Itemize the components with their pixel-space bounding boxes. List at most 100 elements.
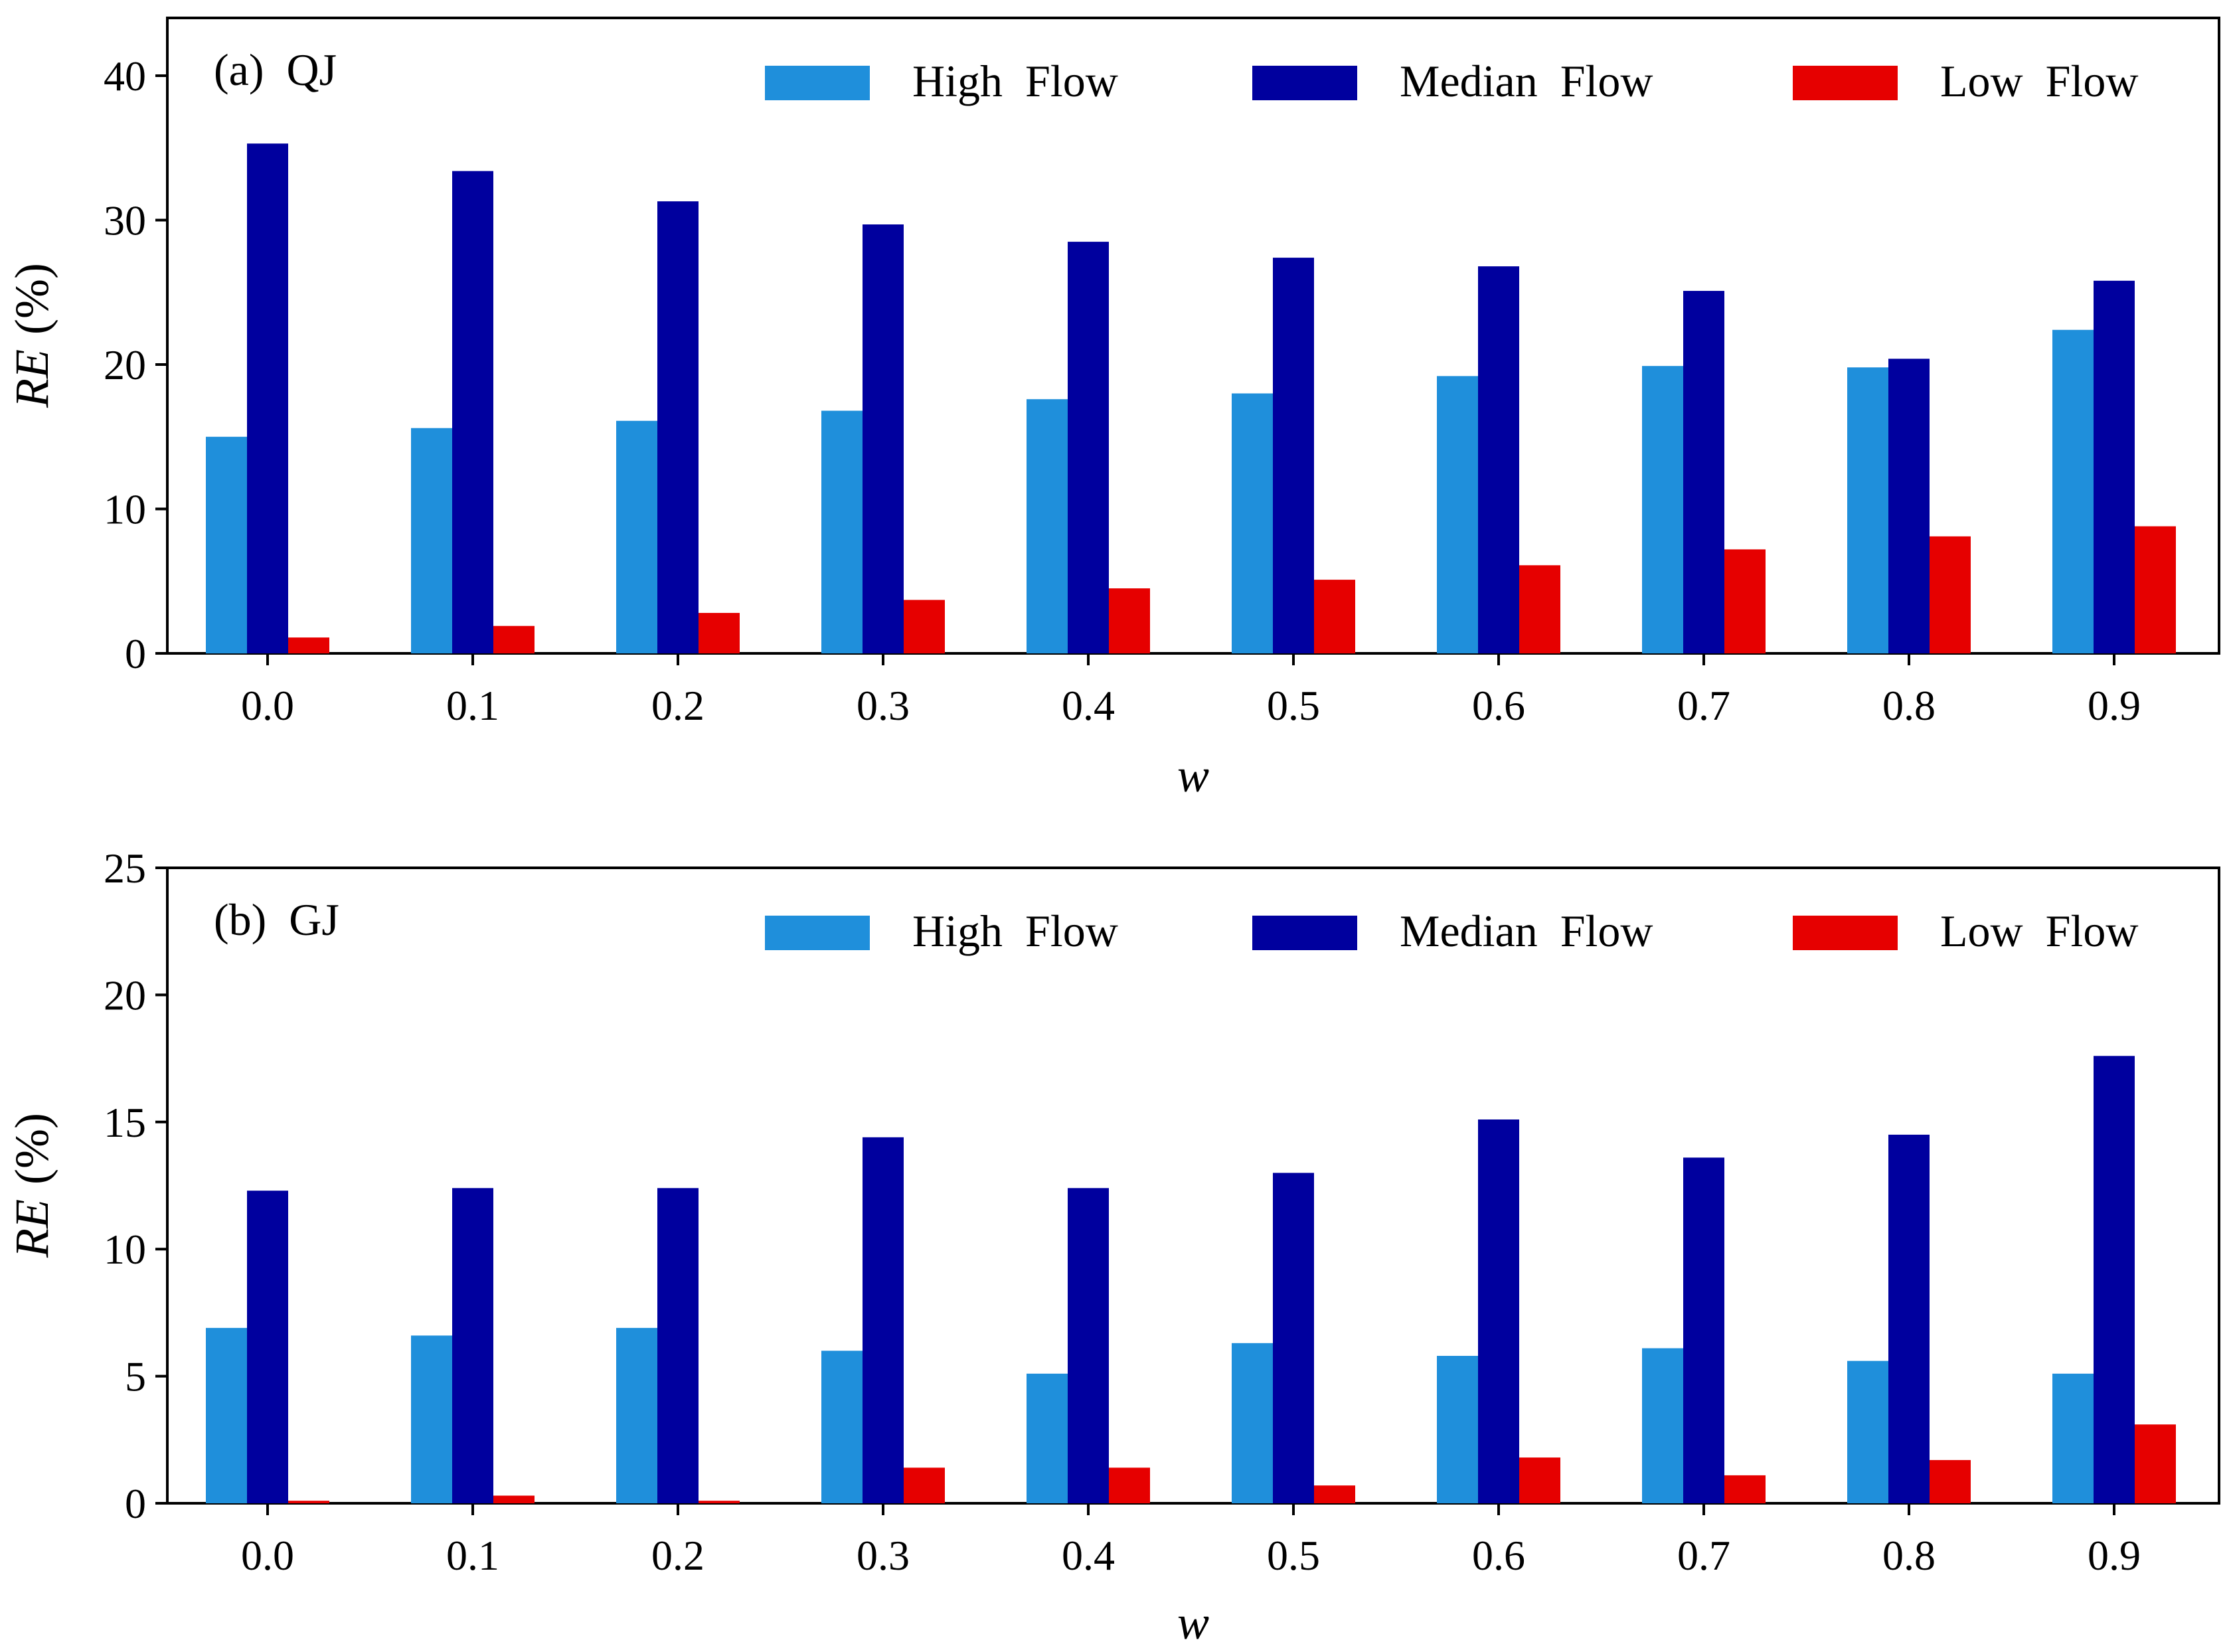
x-tick-label: 0.5 xyxy=(1267,682,1320,729)
y-tick-label: 20 xyxy=(104,341,146,388)
plot-frame xyxy=(166,867,2220,1505)
bar-low-flow-0.2 xyxy=(699,613,740,653)
x-tick-label: 0.4 xyxy=(1062,682,1115,729)
bar-median-flow-0.7 xyxy=(1683,1157,1724,1503)
legend-swatch-median-flow xyxy=(1252,916,1357,950)
legend-swatch-low-flow xyxy=(1793,66,1898,100)
plot-frame xyxy=(166,17,2220,655)
x-tick-label: 0.0 xyxy=(241,682,294,729)
bar-high-flow-0.1 xyxy=(411,428,452,653)
bar-low-flow-0.8 xyxy=(1930,536,1971,653)
y-tick-label: 15 xyxy=(104,1099,146,1146)
bar-median-flow-0.6 xyxy=(1478,266,1519,654)
x-tick-label: 0.6 xyxy=(1472,1532,1525,1579)
x-axis-label: w xyxy=(1177,1596,1209,1649)
panel-label: (b) GJ xyxy=(214,894,339,945)
bar-high-flow-0.9 xyxy=(2052,329,2094,653)
bar-low-flow-0.0 xyxy=(288,637,329,653)
legend-swatch-high-flow xyxy=(765,916,870,950)
bar-high-flow-0.4 xyxy=(1027,399,1068,653)
legend-swatch-median-flow xyxy=(1252,66,1357,100)
x-tick-label: 0.1 xyxy=(446,682,499,729)
bar-low-flow-0.7 xyxy=(1724,549,1766,653)
legend-label-median-flow: Median Flow xyxy=(1400,906,1653,956)
x-axis-ticks: 0.0 0.1 0.2 0.3 0.4 0.5 0.6 0.7 0.8 0.9 xyxy=(241,1503,2141,1579)
bar-low-flow-0.3 xyxy=(904,1467,945,1503)
bar-median-flow-0.5 xyxy=(1273,258,1314,654)
bar-low-flow-0.8 xyxy=(1930,1459,1971,1503)
x-tick-label: 0.8 xyxy=(1882,682,1936,729)
bar-median-flow-0.9 xyxy=(2094,1056,2135,1503)
bars-group xyxy=(206,143,2176,654)
bar-median-flow-0.8 xyxy=(1888,1134,1930,1503)
legend: High Flow Median Flow Low Flow xyxy=(765,906,2138,956)
bar-median-flow-0.1 xyxy=(452,171,493,654)
bar-high-flow-0.7 xyxy=(1642,366,1683,653)
bar-low-flow-0.1 xyxy=(493,1495,535,1503)
bar-median-flow-0.4 xyxy=(1068,1188,1109,1503)
legend-swatch-low-flow xyxy=(1793,916,1898,950)
bar-low-flow-0.5 xyxy=(1314,1485,1355,1503)
bar-high-flow-0.5 xyxy=(1232,393,1273,653)
y-axis-ticks: 0 5 10 15 20 25 xyxy=(104,845,167,1527)
bar-low-flow-0.0 xyxy=(288,1501,329,1503)
bar-median-flow-0.0 xyxy=(247,143,288,653)
y-axis-label-unit: (%) xyxy=(5,263,58,335)
bar-low-flow-0.4 xyxy=(1109,588,1150,653)
legend-label-low-flow: Low Flow xyxy=(1940,56,2138,106)
x-tick-label: 0.0 xyxy=(241,1532,294,1579)
x-tick-label: 0.1 xyxy=(446,1532,499,1579)
bar-median-flow-0.1 xyxy=(452,1188,493,1503)
bar-median-flow-0.9 xyxy=(2094,280,2135,653)
bar-median-flow-0.8 xyxy=(1888,359,1930,653)
bar-low-flow-0.9 xyxy=(2135,1424,2176,1503)
bar-median-flow-0.3 xyxy=(863,224,904,653)
y-axis-label: RE (%) xyxy=(5,263,58,408)
bar-median-flow-0.4 xyxy=(1068,242,1109,654)
bar-high-flow-0.3 xyxy=(821,410,863,653)
x-tick-label: 0.3 xyxy=(857,1532,910,1579)
legend-label-high-flow: High Flow xyxy=(912,906,1118,956)
x-tick-label: 0.7 xyxy=(1677,1532,1730,1579)
bar-median-flow-0.2 xyxy=(657,1188,699,1503)
bar-low-flow-0.3 xyxy=(904,600,945,653)
bar-median-flow-0.2 xyxy=(657,201,699,653)
y-tick-label: 40 xyxy=(104,52,146,100)
bar-high-flow-0.2 xyxy=(616,1327,657,1503)
y-axis-label-unit: (%) xyxy=(5,1113,58,1185)
legend-label-high-flow: High Flow xyxy=(912,56,1118,106)
bar-high-flow-0.0 xyxy=(206,436,247,654)
bar-high-flow-0.7 xyxy=(1642,1348,1683,1503)
y-tick-label: 0 xyxy=(125,630,146,677)
x-axis-label: w xyxy=(1177,749,1209,802)
x-tick-label: 0.2 xyxy=(651,1532,704,1579)
panel-a-qj: 0 10 20 30 40 0.0 0.1 0.2 0.3 0.4 0.5 0.6 0.7 0.8 0.9… xyxy=(5,17,2220,802)
bar-low-flow-0.6 xyxy=(1519,1457,1560,1503)
y-tick-label: 30 xyxy=(104,197,146,244)
y-tick-label: 10 xyxy=(104,1226,146,1273)
y-axis-label: RE (%) xyxy=(5,1113,58,1258)
x-tick-label: 0.4 xyxy=(1062,1532,1115,1579)
x-tick-label: 0.2 xyxy=(651,682,704,729)
bar-median-flow-0.3 xyxy=(863,1137,904,1503)
bar-high-flow-0.9 xyxy=(2052,1373,2094,1503)
bar-high-flow-0.6 xyxy=(1437,376,1478,653)
x-tick-label: 0.3 xyxy=(857,682,910,729)
y-tick-label: 10 xyxy=(104,486,146,533)
x-axis-ticks: 0.0 0.1 0.2 0.3 0.4 0.5 0.6 0.7 0.8 0.9 xyxy=(241,653,2141,729)
bar-high-flow-0.6 xyxy=(1437,1356,1478,1503)
legend-label-median-flow: Median Flow xyxy=(1400,56,1653,106)
panel-label: (a) QJ xyxy=(214,44,337,95)
y-tick-label: 5 xyxy=(125,1353,146,1400)
bar-low-flow-0.6 xyxy=(1519,565,1560,653)
bars-group xyxy=(206,1056,2176,1503)
bar-high-flow-0.8 xyxy=(1847,367,1888,653)
bar-low-flow-0.1 xyxy=(493,625,535,653)
bar-high-flow-0.3 xyxy=(821,1351,863,1503)
legend-swatch-high-flow xyxy=(765,66,870,100)
bar-high-flow-0.8 xyxy=(1847,1361,1888,1503)
bar-high-flow-0.1 xyxy=(411,1335,452,1503)
bar-low-flow-0.5 xyxy=(1314,580,1355,653)
x-tick-label: 0.6 xyxy=(1472,682,1525,729)
